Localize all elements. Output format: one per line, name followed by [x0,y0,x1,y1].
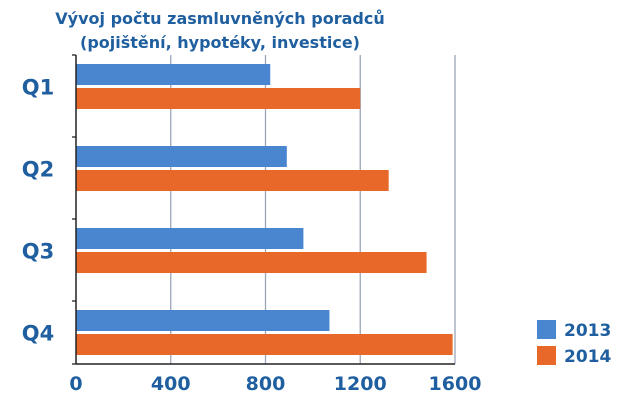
legend-swatch-2014 [537,346,556,365]
bar-q1-2013 [76,64,271,85]
category-label-q2: Q2 [22,158,54,182]
chart-title-line-2: (pojištění, hypotéky, investice) [80,33,360,52]
legend: 2013 2014 [537,320,611,367]
bar-q2-2014 [76,170,389,191]
x-tick-label-800: 800 [246,373,286,395]
category-labels: Q1 Q2 Q3 Q4 [22,76,54,346]
bar-q4-2014 [76,334,453,355]
x-tick-label-1600: 1600 [429,373,482,395]
x-tick-label-0: 0 [69,373,82,395]
bar-q1-2014 [76,88,361,109]
axes [72,54,455,365]
bar-q2-2013 [76,146,287,167]
chart-title-line-1: Vývoj počtu zasmluvněných poradců [55,9,384,28]
x-tick-label-1200: 1200 [334,373,387,395]
category-label-q4: Q4 [22,322,54,346]
legend-label-2013: 2013 [564,321,611,341]
legend-swatch-2013 [537,320,556,339]
tick-labels: 0 400 800 1200 1600 [69,373,481,395]
bars [76,64,453,355]
category-label-q3: Q3 [22,240,54,264]
bar-q3-2013 [76,228,304,249]
x-tick-label-400: 400 [151,373,191,395]
category-label-q1: Q1 [22,76,54,100]
legend-label-2014: 2014 [564,347,611,367]
bar-q4-2013 [76,310,330,331]
bar-q3-2014 [76,252,427,273]
